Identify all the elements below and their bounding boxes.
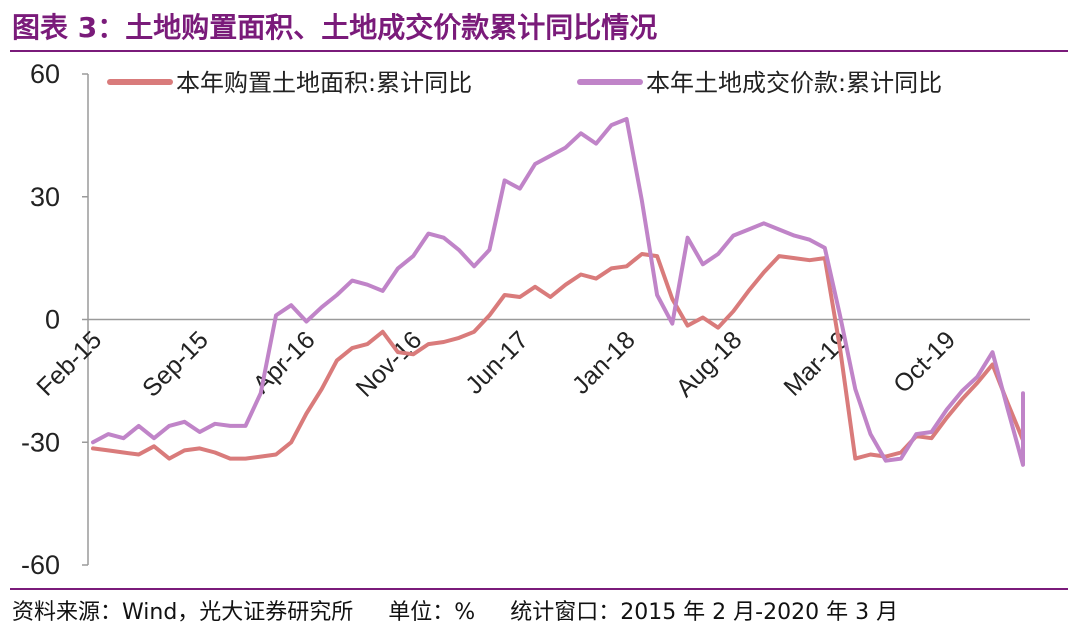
y-tick-label: -60 [21,550,60,580]
series-line-2 [91,117,1025,467]
x-tick-label: Oct-19 [888,326,961,399]
title-divider [10,50,1068,52]
legend-label-1: 本年购置土地面积:累计同比 [176,69,472,97]
x-axis-ticks: Feb-15 Sep-15 Apr-16 Nov-16 Jun-17 Jan-18 Aug-… [31,326,961,403]
x-tick-label: Aug-18 [671,326,748,403]
x-tick-label: Feb-15 [31,326,107,402]
y-tick-label: 30 [30,182,60,212]
axes [87,74,1030,565]
chart-title: 图表 3：土地购置面积、土地成交价款累计同比情况 [12,11,658,44]
footer-divider [10,588,1068,590]
y-tick-label: 0 [45,305,60,335]
window-note: 统计窗口：2015 年 2 月-2020 年 3 月 [510,600,899,625]
y-tick-label: -30 [21,427,60,457]
footer: 资料来源：Wind，光大证券研究所 单位：% 统计窗口：2015 年 2 月-2… [12,594,926,626]
legend-label-2: 本年土地成交价款:累计同比 [646,69,942,97]
source-note: 资料来源：Wind，光大证券研究所 [12,600,354,625]
x-tick-label: Jun-17 [460,326,534,400]
y-tick-label: 60 [30,59,60,89]
x-tick-label: Apr-16 [248,326,321,399]
x-tick-label: Jan-18 [567,326,641,400]
series-lines [91,117,1025,467]
y-axis-ticks: 60 30 0 -30 -60 [21,59,88,580]
series-line-1 [91,252,1025,461]
unit-note: 单位：% [388,600,476,625]
legend: 本年购置土地面积:累计同比 本年土地成交价款:累计同比 [107,69,942,97]
x-tick-label: Sep-15 [137,326,214,403]
